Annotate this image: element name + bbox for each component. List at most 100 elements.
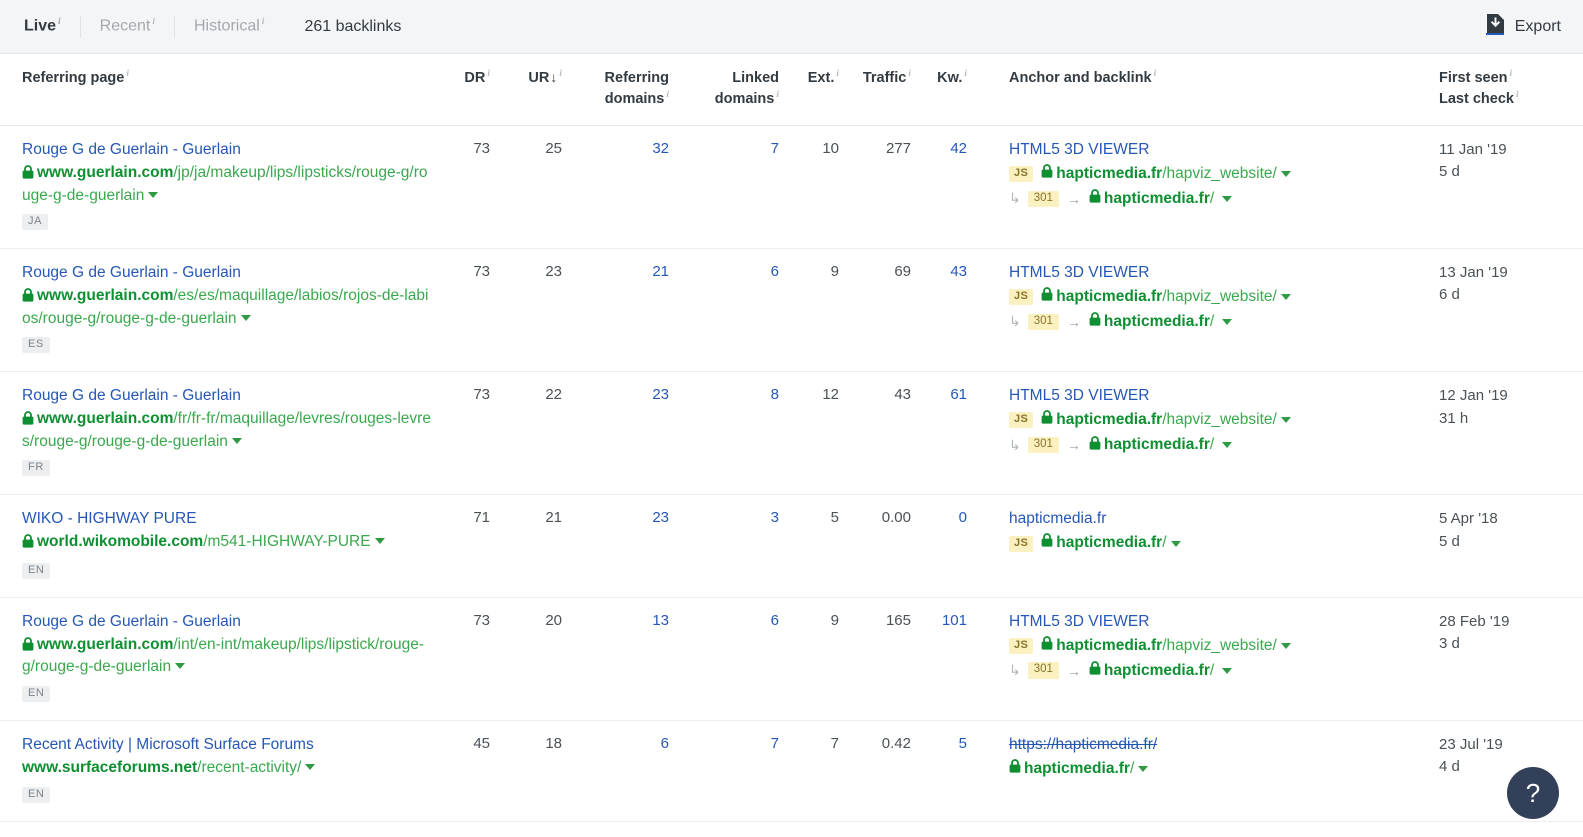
redirect-dropdown-caret[interactable] xyxy=(1222,195,1233,202)
referring-page-url[interactable]: www.guerlain.com/fr/fr-fr/maquillage/lev… xyxy=(22,409,435,452)
redirect-dropdown-caret[interactable] xyxy=(1222,442,1233,449)
kw-link[interactable]: 5 xyxy=(958,734,967,752)
backlink-line[interactable]: JS hapticmedia.fr/ xyxy=(1009,533,1417,553)
tab-live[interactable]: Live i xyxy=(22,17,63,35)
referring-page-title[interactable]: WIKO - HIGHWAY PURE xyxy=(22,510,197,528)
backlink-line[interactable]: JS hapticmedia.fr/hapviz_website/ xyxy=(1009,636,1417,656)
cell-referring-domains[interactable]: 32 xyxy=(562,125,669,250)
referring-page-dropdown-caret[interactable] xyxy=(240,314,251,321)
referring-page-dropdown-caret[interactable] xyxy=(148,191,159,198)
anchor-text[interactable]: https://hapticmedia.fr/ xyxy=(1009,735,1158,753)
referring-page-title[interactable]: Rouge G de Guerlain - Guerlain xyxy=(22,612,241,630)
referring-page-title[interactable]: Rouge G de Guerlain - Guerlain xyxy=(22,141,241,159)
redirect-line[interactable]: ↳ 301 → hapticmedia.fr/ xyxy=(1009,661,1417,680)
info-icon-referring-domains[interactable]: i xyxy=(666,89,669,100)
col-referring-page[interactable]: Referring page i xyxy=(0,54,435,127)
info-icon-last-check[interactable]: i xyxy=(1515,89,1519,100)
backlink-line[interactable]: JS hapticmedia.fr/hapviz_website/ xyxy=(1009,287,1417,307)
info-icon-recent[interactable]: i xyxy=(152,17,155,28)
referring-domains-link[interactable]: 23 xyxy=(652,509,669,527)
referring-page-dropdown-caret[interactable] xyxy=(175,663,186,670)
cell-linked-domains[interactable]: 7 xyxy=(669,125,779,250)
redirect-line[interactable]: ↳ 301 → hapticmedia.fr/ xyxy=(1009,435,1417,455)
cell-referring-domains[interactable]: 23 xyxy=(562,371,669,496)
referring-page-url[interactable]: world.wikomobile.com/m541-HIGHWAY-PURE xyxy=(22,532,435,554)
info-icon-referring-page[interactable]: i xyxy=(126,69,129,80)
cell-linked-domains[interactable]: 7 xyxy=(669,720,779,822)
cell-kw[interactable]: 42 xyxy=(911,125,967,250)
referring-page-title[interactable]: Rouge G de Guerlain - Guerlain xyxy=(22,387,241,405)
referring-domains-link[interactable]: 23 xyxy=(652,386,669,404)
anchor-text[interactable]: HTML5 3D VIEWER xyxy=(1009,612,1150,630)
backlink-line[interactable]: JS hapticmedia.fr/hapviz_website/ xyxy=(1009,164,1417,184)
redirect-line[interactable]: ↳ 301 → hapticmedia.fr/ xyxy=(1009,312,1417,331)
tab-historical[interactable]: Historical i xyxy=(192,17,266,35)
col-referring-domains[interactable]: Referring domains i xyxy=(562,54,669,127)
redirect-dropdown-caret[interactable] xyxy=(1222,318,1233,325)
referring-domains-link[interactable]: 32 xyxy=(652,140,669,158)
col-ext[interactable]: Ext. i xyxy=(779,54,839,127)
cell-kw[interactable]: 5 xyxy=(911,720,967,822)
backlink-dropdown-caret[interactable] xyxy=(1138,766,1149,773)
referring-page-url[interactable]: www.surfaceforums.net/recent-activity/ xyxy=(22,758,435,778)
cell-referring-domains[interactable]: 21 xyxy=(562,248,669,373)
col-linked-domains[interactable]: Linked domains i xyxy=(669,54,779,127)
backlink-dropdown-caret[interactable] xyxy=(1280,294,1291,301)
linked-domains-link[interactable]: 6 xyxy=(770,263,779,281)
cell-kw[interactable]: 43 xyxy=(911,248,967,373)
info-icon-live[interactable]: i xyxy=(58,17,61,28)
col-anchor-and-backlink[interactable]: Anchor and backlink i xyxy=(967,54,1417,127)
anchor-text[interactable]: HTML5 3D VIEWER xyxy=(1009,264,1150,282)
info-icon-dr[interactable]: i xyxy=(487,69,490,80)
kw-link[interactable]: 0 xyxy=(958,509,967,527)
cell-kw[interactable]: 61 xyxy=(911,371,967,496)
backlink-dropdown-caret[interactable] xyxy=(1280,417,1291,424)
info-icon-kw[interactable]: i xyxy=(964,69,967,80)
referring-page-dropdown-caret[interactable] xyxy=(374,538,385,545)
col-traffic[interactable]: Traffic i xyxy=(839,54,911,127)
anchor-text[interactable]: HTML5 3D VIEWER xyxy=(1009,387,1150,405)
export-button[interactable]: Export xyxy=(1485,13,1561,40)
help-button[interactable]: ? xyxy=(1507,767,1559,819)
referring-page-url[interactable]: www.guerlain.com/int/en-int/makeup/lips/… xyxy=(22,635,435,678)
referring-page-url[interactable]: www.guerlain.com/es/es/maquillage/labios… xyxy=(22,286,435,329)
referring-page-title[interactable]: Recent Activity | Microsoft Surface Foru… xyxy=(22,735,314,753)
tab-recent[interactable]: Recent i xyxy=(98,17,157,35)
linked-domains-link[interactable]: 7 xyxy=(770,734,779,752)
backlink-dropdown-caret[interactable] xyxy=(1280,643,1291,650)
sort-descending-icon[interactable]: ↓ xyxy=(550,69,558,85)
cell-linked-domains[interactable]: 6 xyxy=(669,248,779,373)
referring-domains-link[interactable]: 6 xyxy=(660,734,669,752)
referring-page-title[interactable]: Rouge G de Guerlain - Guerlain xyxy=(22,264,241,282)
backlink-line[interactable]: hapticmedia.fr/ xyxy=(1009,759,1417,779)
cell-referring-domains[interactable]: 6 xyxy=(562,720,669,822)
referring-page-url[interactable]: www.guerlain.com/jp/ja/makeup/lips/lipst… xyxy=(22,163,435,206)
kw-link[interactable]: 42 xyxy=(950,140,967,158)
info-icon-anchor[interactable]: i xyxy=(1153,69,1157,80)
kw-link[interactable]: 101 xyxy=(941,611,967,629)
info-icon-traffic[interactable]: i xyxy=(908,69,911,80)
kw-link[interactable]: 43 xyxy=(950,263,967,281)
referring-page-dropdown-caret[interactable] xyxy=(231,437,242,444)
col-dr[interactable]: DR i xyxy=(435,54,490,127)
cell-linked-domains[interactable]: 3 xyxy=(669,494,779,598)
backlink-line[interactable]: JS hapticmedia.fr/hapviz_website/ xyxy=(1009,410,1417,430)
anchor-text[interactable]: hapticmedia.fr xyxy=(1009,510,1107,528)
referring-page-dropdown-caret[interactable] xyxy=(305,764,316,771)
info-icon-ur[interactable]: i xyxy=(559,69,562,80)
cell-referring-domains[interactable]: 23 xyxy=(562,494,669,598)
info-icon-linked-domains[interactable]: i xyxy=(776,89,779,100)
redirect-dropdown-caret[interactable] xyxy=(1222,667,1233,674)
linked-domains-link[interactable]: 3 xyxy=(770,509,779,527)
cell-referring-domains[interactable]: 13 xyxy=(562,597,669,721)
referring-domains-link[interactable]: 21 xyxy=(652,263,669,281)
info-icon-first-seen[interactable]: i xyxy=(1509,69,1513,80)
backlink-dropdown-caret[interactable] xyxy=(1170,540,1181,547)
linked-domains-link[interactable]: 8 xyxy=(770,386,779,404)
backlink-dropdown-caret[interactable] xyxy=(1280,171,1291,178)
anchor-text[interactable]: HTML5 3D VIEWER xyxy=(1009,141,1150,159)
info-icon-historical[interactable]: i xyxy=(261,17,265,28)
cell-linked-domains[interactable]: 8 xyxy=(669,371,779,496)
kw-link[interactable]: 61 xyxy=(950,386,967,404)
col-first-seen[interactable]: First seen i Last check i xyxy=(1417,54,1583,127)
